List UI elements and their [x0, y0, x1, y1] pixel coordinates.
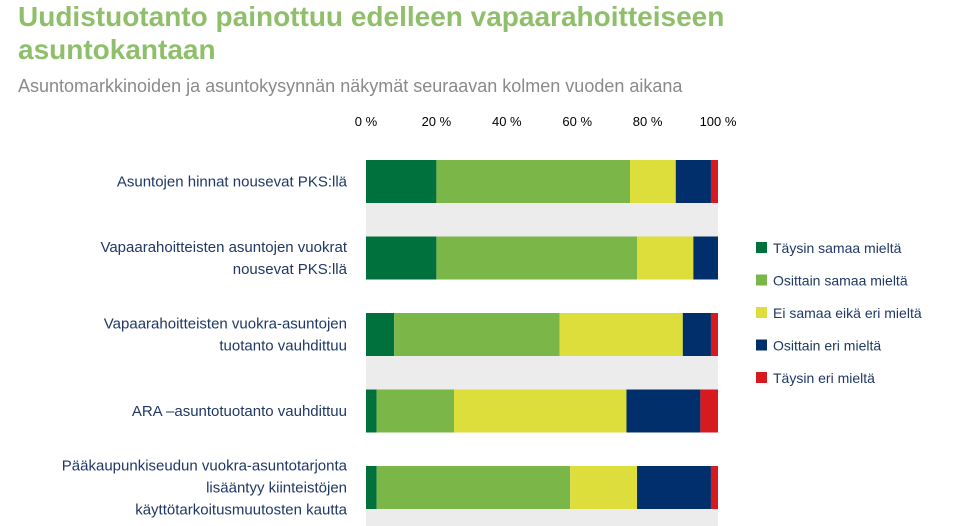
category-label: ARA –asuntotuotanto vauhdittuu — [132, 403, 347, 420]
category-label-line: tuotanto vauhdittuu — [219, 338, 347, 355]
bar-segments — [366, 160, 718, 509]
bar-segment — [366, 466, 377, 509]
legend-label: Osittain samaa mieltä — [773, 273, 908, 289]
category-label: Vapaarahoitteisten asuntojen vuokrat nous… — [100, 239, 347, 278]
bar-segment — [454, 389, 627, 433]
legend-label: Täysin samaa mieltä — [773, 240, 902, 256]
legend-swatch — [756, 307, 767, 318]
bar-segment — [637, 236, 694, 280]
bar-segment — [675, 160, 711, 203]
x-tick-label: 40 % — [492, 114, 522, 129]
bar-segment — [394, 313, 560, 356]
legend-label: Osittain eri mieltä — [773, 338, 881, 354]
bar-segment — [637, 466, 711, 509]
legend-swatch — [756, 274, 767, 286]
category-label-line: nousevat PKS:llä — [233, 261, 348, 278]
bar-segment — [630, 160, 676, 203]
legend-swatch — [756, 372, 767, 383]
bar-segment — [682, 313, 711, 356]
bar-segment — [559, 313, 683, 356]
bar-segment — [710, 313, 718, 356]
category-label-line: Asuntojen hinnat nousevat PKS:llä — [117, 174, 348, 191]
category-label: Asuntojen hinnat nousevat PKS:llä — [117, 174, 348, 191]
bar-segment — [570, 466, 638, 509]
bar-segment — [366, 236, 437, 280]
legend-swatch — [756, 339, 767, 351]
x-axis-ticks: 0 % 20 % 40 % 60 % 80 % 100 % — [355, 114, 737, 129]
bar-segment — [376, 466, 571, 509]
bar-segment — [366, 313, 395, 356]
bar-segment — [700, 389, 718, 433]
legend-label: Ei samaa eikä eri mieltä — [773, 305, 922, 321]
bar-segment — [710, 160, 718, 203]
legend: Täysin samaa mieltä Osittain samaa mieltä… — [756, 240, 922, 386]
row-band — [366, 356, 718, 390]
bar-segment — [366, 160, 437, 203]
row-band — [366, 509, 718, 526]
chart-subtitle: Asuntomarkkinoiden ja asuntokysynnän näk… — [18, 76, 683, 96]
x-tick-label: 0 % — [355, 114, 378, 129]
bar-segment — [366, 389, 377, 433]
bar-segment — [436, 160, 630, 203]
bar-segment — [436, 236, 638, 280]
category-label-line: Pääkaupunkiseudun vuokra-asuntotarjonta — [62, 458, 348, 475]
category-label: Vapaarahoitteisten vuokra-asuntojen tuota… — [104, 316, 347, 355]
category-labels: Asuntojen hinnat nousevat PKS:llä Vapaara… — [62, 174, 348, 519]
category-label-line: lisääntyy kiinteistöjen — [206, 480, 347, 497]
category-label-line: Vapaarahoitteisten asuntojen vuokrat — [100, 239, 347, 256]
x-tick-label: 60 % — [562, 114, 592, 129]
category-label-line: käyttötarkoitusmuutosten kautta — [135, 502, 347, 519]
category-label: Pääkaupunkiseudun vuokra-asuntotarjonta l… — [62, 458, 348, 519]
chart-title: Uudistuotanto painottuu edelleen vapaara… — [18, 1, 725, 65]
bar-segment — [376, 389, 454, 433]
bar-segment — [626, 389, 701, 433]
row-band — [366, 203, 718, 237]
x-tick-label: 20 % — [422, 114, 452, 129]
legend-swatch — [756, 242, 767, 253]
category-label-line: Vapaarahoitteisten vuokra-asuntojen — [104, 316, 347, 333]
category-bands — [366, 203, 718, 526]
category-label-line: ARA –asuntotuotanto vauhdittuu — [132, 403, 347, 420]
legend-label: Täysin eri mieltä — [773, 370, 875, 386]
bar-segment — [693, 236, 718, 280]
x-tick-label: 80 % — [633, 114, 663, 129]
bar-segment — [710, 466, 718, 509]
x-tick-label: 100 % — [700, 114, 737, 129]
